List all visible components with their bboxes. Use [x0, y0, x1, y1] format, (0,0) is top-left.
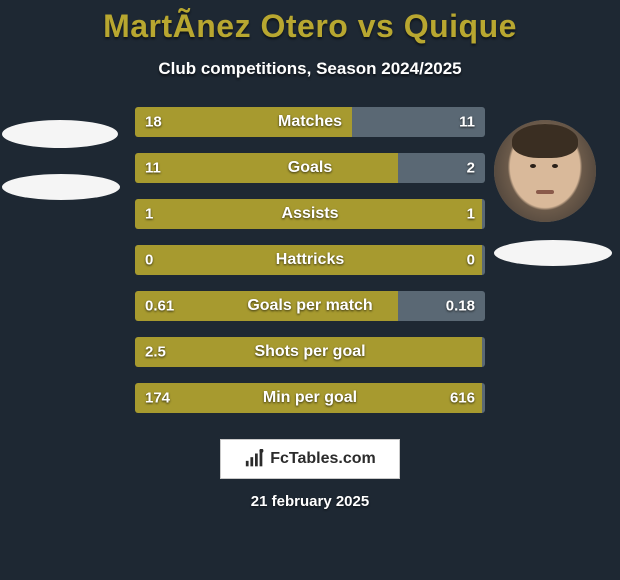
stat-label: Shots per goal [254, 343, 365, 361]
bar-right [482, 245, 486, 275]
logo-text: FcTables.com [270, 450, 376, 468]
stat-value-left: 2.5 [145, 344, 166, 361]
stat-value-right: 616 [450, 390, 475, 407]
stat-value-left: 18 [145, 114, 162, 131]
stat-row: 11 2 Goals [135, 153, 485, 183]
page-title: MartÃ­nez Otero vs Quique [0, 0, 620, 45]
stat-row: 1 1 Assists [135, 199, 485, 229]
stat-value-right: 0.18 [446, 298, 475, 315]
stat-row: 0.61 0.18 Goals per match [135, 291, 485, 321]
stat-value-left: 0 [145, 252, 153, 269]
stat-value-right: 2 [467, 160, 475, 177]
footer-date: 21 february 2025 [0, 493, 620, 510]
player-left-block [8, 120, 126, 200]
stat-value-left: 11 [145, 160, 161, 177]
stat-row: 174 616 Min per goal [135, 383, 485, 413]
stat-value-right: 0 [467, 252, 475, 269]
stat-label: Matches [278, 113, 342, 131]
bar-right [482, 337, 486, 367]
stat-value-left: 0.61 [145, 298, 174, 315]
stat-value-right: 1 [467, 206, 475, 223]
stat-label: Goals [288, 159, 332, 177]
player-left-ellipse-top [2, 120, 118, 148]
player-right-ellipse [494, 240, 612, 266]
bar-right [482, 199, 486, 229]
chart-bars-icon [244, 449, 266, 469]
avatar-face-icon [494, 120, 596, 222]
stat-label: Hattricks [276, 251, 344, 269]
stat-label: Assists [282, 205, 339, 223]
stat-row: 0 0 Hattricks [135, 245, 485, 275]
bar-right [482, 383, 486, 413]
stat-label: Min per goal [263, 389, 357, 407]
stat-row: 18 11 Matches [135, 107, 485, 137]
stat-value-right: 11 [459, 114, 475, 131]
stat-row: 2.5 Shots per goal [135, 337, 485, 367]
player-right-block [494, 120, 612, 266]
bar-left [135, 153, 398, 183]
fctables-logo[interactable]: FcTables.com [220, 439, 400, 479]
player-right-avatar [494, 120, 596, 222]
stat-value-left: 1 [145, 206, 153, 223]
page-subtitle: Club competitions, Season 2024/2025 [0, 59, 620, 79]
stat-value-left: 174 [145, 390, 170, 407]
stats-container: 1811Matches112Goals11Assists00Hattricks0… [135, 107, 485, 413]
stat-label: Goals per match [247, 297, 372, 315]
player-left-ellipse [2, 174, 120, 200]
